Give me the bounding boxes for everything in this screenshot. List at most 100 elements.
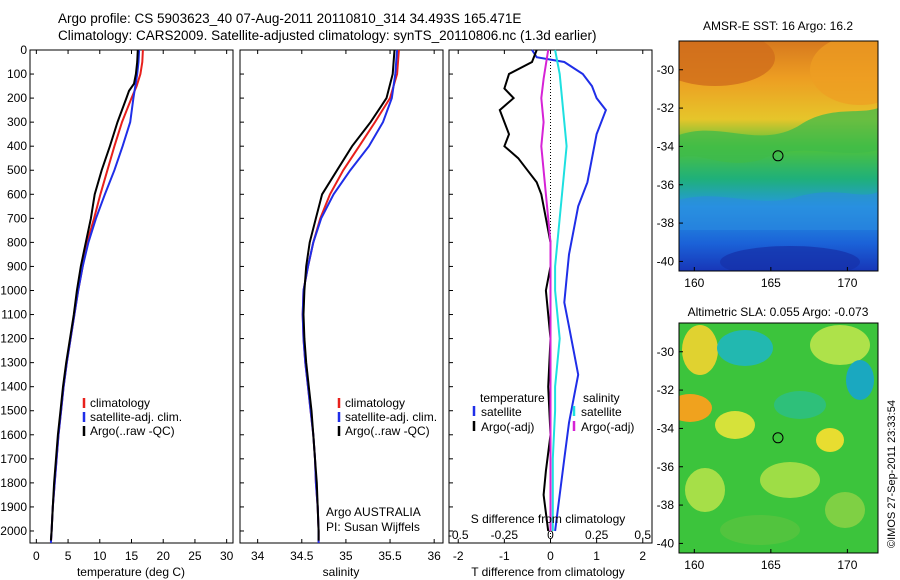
- legend-salinity-heading: salinity: [583, 391, 620, 405]
- temperature-legend: climatology satellite-adj. clim. Argo(..…: [82, 396, 182, 438]
- map-y-tick-label: -30: [657, 345, 675, 359]
- x-tick-label: -2: [453, 549, 464, 563]
- salinity-plot: 34 34.5 35 35.5 36: [251, 49, 441, 563]
- x-tick-label: 30: [220, 549, 234, 563]
- legend-satellite-adj: satellite-adj. clim.: [345, 410, 437, 424]
- legend-temperature-satellite: satellite: [481, 405, 522, 419]
- legend-temperature-argo: Argo(-adj): [481, 420, 534, 434]
- depth-tick-label: 2000: [0, 524, 27, 538]
- map-y-tick-label: -34: [657, 139, 675, 153]
- legend-salinity-argo: Argo(-adj): [581, 420, 634, 434]
- s-diff-tick-label: -0.5: [448, 528, 469, 542]
- map-y-tick-label: -36: [657, 178, 675, 192]
- depth-tick-label: 1800: [0, 476, 27, 490]
- x-tick-label: 20: [157, 549, 171, 563]
- series-line: [540, 49, 552, 531]
- plot-title-line2: Climatology: CARS2009. Satellite-adjuste…: [58, 28, 597, 43]
- map-x-tick-label: 165: [761, 558, 781, 572]
- depth-tick-label: 1900: [0, 500, 27, 514]
- x-tick-label: 35.5: [378, 549, 402, 563]
- plot-title-line1: Argo profile: CS 5903623_40 07-Aug-2011 …: [58, 11, 522, 26]
- legend-climatology: climatology: [345, 396, 405, 410]
- depth-tick-label: 100: [7, 67, 27, 81]
- depth-tick-label: 700: [7, 211, 27, 225]
- legend-climatology: climatology: [90, 396, 150, 410]
- temperature-plot: 0 5 10 15 20 25 30: [33, 49, 234, 563]
- depth-tick-label: 800: [7, 235, 27, 249]
- map-y-tick-label: -40: [657, 536, 675, 550]
- x-tick-label: 34.5: [290, 549, 314, 563]
- sla-map: [678, 322, 879, 554]
- temperature-panel-frame: [29, 49, 234, 544]
- legend-temperature-heading: temperature: [480, 391, 545, 405]
- map-x-tick-label: 170: [837, 558, 857, 572]
- depth-tick-label: 1700: [0, 452, 27, 466]
- map-y-tick-label: -36: [657, 460, 675, 474]
- x-tick-label: 10: [93, 549, 107, 563]
- difference-legend: temperature satellite Argo(-adj) salinit…: [472, 391, 634, 434]
- map-x-tick-label: 165: [761, 276, 781, 290]
- s-diff-tick-label: 0: [547, 528, 554, 542]
- series-line: [531, 49, 608, 532]
- map-y-tick-label: -32: [657, 383, 675, 397]
- x-tick-label: 1: [593, 549, 600, 563]
- x-tick-label: 34: [251, 549, 265, 563]
- x-tick-label: 25: [188, 549, 202, 563]
- x-tick-label: 15: [125, 549, 139, 563]
- depth-tick-label: 600: [7, 187, 27, 201]
- pi-annotation: PI: Susan Wijffels: [326, 520, 420, 534]
- sst-argo-location-marker: [772, 150, 784, 162]
- x-tick-label: 2: [639, 549, 646, 563]
- series-line: [498, 49, 552, 532]
- temperature-xlabel: temperature (deg C): [77, 565, 185, 579]
- s-diff-tick-label: 0.5: [634, 528, 651, 542]
- depth-tick-label: 1100: [1, 308, 27, 322]
- series-line: [301, 49, 400, 543]
- depth-tick-label: 1200: [0, 332, 27, 346]
- legend-salinity-satellite: satellite: [581, 405, 622, 419]
- depth-axis: 0 100 200 300 400 500 600 700 800 900 1000 1100 1200…: [0, 43, 453, 538]
- salinity-panel-frame: [239, 49, 444, 544]
- map-y-tick-label: -30: [657, 63, 675, 77]
- x-tick-label: -1: [499, 549, 510, 563]
- depth-tick-label: 1000: [0, 283, 27, 297]
- depth-tick-label: 200: [7, 91, 27, 105]
- depth-tick-label: 900: [7, 259, 27, 273]
- depth-tick-label: 500: [7, 163, 27, 177]
- float-operator-annotation: Argo AUSTRALIA: [326, 505, 421, 519]
- x-tick-label: 35: [339, 549, 353, 563]
- salinity-xlabel: salinity: [323, 565, 360, 579]
- series-line: [49, 49, 141, 544]
- map-x-tick-label: 160: [684, 558, 704, 572]
- map-x-tick-label: 170: [837, 276, 857, 290]
- sst-map-title: AMSR-E SST: 16 Argo: 16.2: [703, 19, 853, 33]
- series-line: [49, 49, 139, 541]
- legend-argo: Argo(..raw -QC): [90, 424, 175, 438]
- depth-tick-label: 1600: [0, 428, 27, 442]
- map-y-tick-label: -38: [657, 216, 675, 230]
- series-line: [301, 49, 399, 543]
- series-line: [302, 49, 396, 541]
- difference-plot: -2 -1 0 1 2 -0.5 -0.25 0 0.25 0.5: [448, 49, 651, 563]
- depth-tick-label: 1300: [0, 356, 27, 370]
- map-y-tick-label: -32: [657, 101, 675, 115]
- map-y-tick-label: -40: [657, 254, 675, 268]
- depth-tick-label: 300: [7, 115, 27, 129]
- depth-tick-label: 0: [20, 43, 27, 57]
- sla-map-title: Altimetric SLA: 0.055 Argo: -0.073: [688, 305, 869, 319]
- t-difference-xlabel: T difference from climatology: [471, 565, 625, 579]
- map-axes: 160 165 170 -30 -32 -34 -36 -38 -40 160 165 170 -30 -…: [657, 63, 858, 572]
- map-y-tick-label: -38: [657, 498, 675, 512]
- map-x-tick-label: 160: [684, 276, 704, 290]
- depth-tick-label: 1400: [0, 380, 27, 394]
- x-tick-label: 36: [427, 549, 441, 563]
- x-tick-label: 0: [547, 549, 554, 563]
- series-line: [551, 49, 568, 531]
- map-y-tick-label: -34: [657, 421, 675, 435]
- depth-tick-label: 400: [7, 139, 27, 153]
- depth-tick-label: 1500: [0, 404, 27, 418]
- sst-map: [678, 40, 879, 272]
- salinity-legend: climatology satellite-adj. clim. Argo(..…: [326, 396, 437, 534]
- legend-satellite-adj: satellite-adj. clim.: [90, 410, 182, 424]
- s-difference-xlabel: S difference from climatology: [471, 512, 626, 526]
